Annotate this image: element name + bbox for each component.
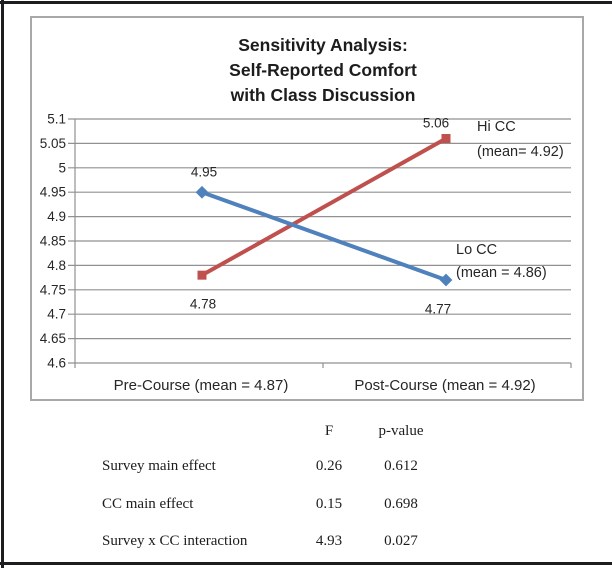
series-annotation-hicc: Hi CC (mean= 4.92) (477, 115, 564, 165)
data-label-locc-post: 4.77 (424, 301, 452, 317)
x-axis-label-post-course: Post-Course (mean = 4.92) (354, 377, 536, 394)
table-row-label: CC main effect (102, 496, 194, 512)
series-annotation-locc-mean: (mean = 4.86) (456, 265, 547, 281)
series-annotation-hicc-mean: (mean= 4.92) (477, 144, 564, 160)
table-cell-f: 0.15 (315, 496, 343, 512)
page-frame-left (1, 0, 4, 568)
series-annotation-hicc-name: Hi CC (477, 119, 516, 135)
table-cell-p: 0.698 (384, 496, 418, 512)
x-axis-label-pre-course: Pre-Course (mean = 4.87) (113, 377, 289, 394)
chart-title-line-1: Sensitivity Analysis: (238, 35, 408, 55)
table-row-label: Survey x CC interaction (102, 533, 248, 549)
chart-title-line-3: with Class Discussion (230, 85, 416, 105)
table-cell-f: 0.26 (315, 458, 343, 474)
table-cell-p: 0.027 (384, 533, 418, 549)
chart-title-line-2: Self-Reported Comfort (229, 60, 417, 80)
table-header-p-value: p-value (378, 423, 424, 439)
chart-title: Sensitivity Analysis: Self-Reported Comf… (123, 33, 523, 108)
data-label-hicc-pre: 4.78 (189, 296, 217, 312)
table-cell-f: 4.93 (315, 533, 343, 549)
table-header-f: F (324, 423, 334, 439)
table-cell-p: 0.612 (384, 458, 418, 474)
page-frame-top (0, 1, 612, 4)
data-label-hicc-post: 5.06 (422, 115, 450, 131)
table-row-label: Survey main effect (102, 458, 216, 474)
page-frame-bottom (0, 562, 612, 565)
series-annotation-locc-name: Lo CC (456, 242, 498, 258)
data-label-locc-pre: 4.95 (190, 164, 218, 180)
series-annotation-locc: Lo CC (mean = 4.86) (456, 239, 547, 285)
